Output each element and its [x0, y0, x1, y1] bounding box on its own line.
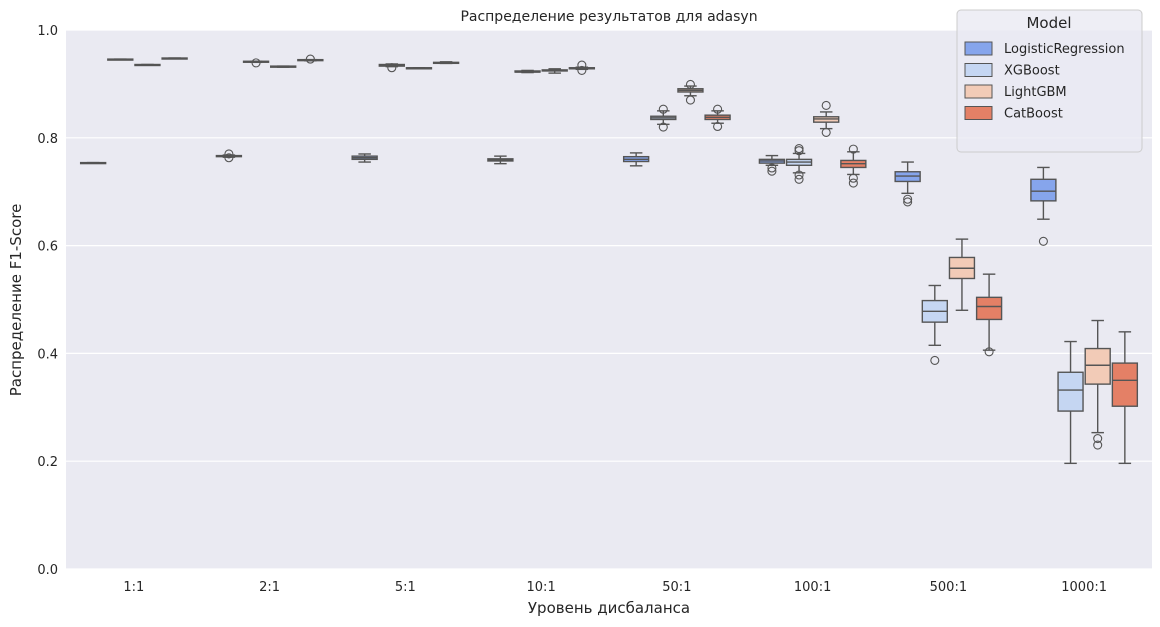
box-LogisticRegression-100:1	[758, 154, 786, 176]
box-LogisticRegression-2:1	[215, 149, 243, 163]
outlier-point	[984, 347, 994, 357]
box-LightGBM-2:1	[270, 65, 297, 68]
outlier-point	[713, 121, 723, 132]
box-LightGBM-1000:1	[1084, 319, 1111, 450]
outlier-point	[1038, 236, 1048, 246]
box-XGBoost-100:1	[785, 144, 813, 184]
y-tick-label: 0.8	[37, 132, 58, 147]
box-LightGBM-5:1	[405, 67, 433, 70]
outlier-point	[658, 122, 668, 132]
box-LightGBM-1:1	[134, 63, 161, 67]
outlier-point	[685, 79, 696, 89]
outlier-point	[387, 63, 397, 73]
outlier-point	[903, 197, 913, 207]
box-iqr	[1030, 178, 1057, 202]
x-tick-label: 1:1	[123, 580, 144, 595]
y-axis-label: Распределение F1-Score	[7, 204, 25, 397]
outlier-point	[903, 194, 913, 204]
box-CatBoost-5:1	[432, 61, 460, 65]
outlier-point	[658, 104, 668, 114]
x-tick-label: 100:1	[794, 580, 831, 595]
outlier-point	[794, 174, 804, 184]
outlier-point	[794, 170, 804, 180]
outlier-point	[1093, 434, 1103, 444]
outlier-point	[848, 144, 858, 154]
outlier-point	[767, 163, 777, 173]
box-XGBoost-500:1	[921, 284, 948, 365]
x-tick-label: 50:1	[662, 580, 691, 595]
box-iqr	[1084, 347, 1111, 385]
box-XGBoost-5:1	[378, 63, 405, 73]
outlier-point	[685, 95, 696, 105]
box-LogisticRegression-1:1	[79, 161, 107, 165]
box-LogisticRegression-1000:1	[1030, 166, 1057, 246]
y-tick-label: 0.0	[37, 563, 58, 578]
box-CatBoost-2:1	[297, 54, 324, 64]
outlier-point	[224, 149, 234, 159]
outlier-point	[305, 54, 315, 64]
outlier-point	[794, 146, 804, 156]
outlier-point	[713, 104, 723, 114]
legend-label-LightGBM: LightGBM	[1004, 85, 1067, 100]
box-CatBoost-500:1	[975, 273, 1003, 357]
outlier-point	[577, 65, 587, 75]
outlier-point	[251, 58, 261, 68]
outlier-point	[848, 173, 858, 183]
box-LightGBM-100:1	[813, 100, 840, 137]
legend-label-XGBoost: XGBoost	[1004, 64, 1060, 79]
outlier-point	[930, 355, 940, 365]
legend-frame	[956, 9, 1143, 153]
box-CatBoost-100:1	[840, 144, 867, 188]
y-tick-label: 0.6	[37, 240, 58, 255]
outlier-point	[577, 60, 587, 70]
box-CatBoost-1:1	[161, 57, 188, 60]
box-LightGBM-500:1	[948, 238, 976, 311]
x-axis-label: Уровень дисбаланса	[528, 599, 690, 617]
x-tick-label: 10:1	[527, 580, 556, 595]
legend-label-CatBoost: CatBoost	[1004, 107, 1063, 122]
y-tick-label: 0.2	[37, 455, 58, 470]
box-iqr	[975, 296, 1003, 321]
x-tick-label: 5:1	[395, 580, 416, 595]
outlier-point	[1093, 440, 1103, 450]
x-tick-label: 500:1	[930, 580, 967, 595]
legend-swatch-LightGBM	[964, 84, 993, 99]
y-tick-label: 0.4	[37, 347, 58, 362]
box-XGBoost-10:1	[514, 69, 541, 74]
box-iqr	[1111, 362, 1139, 407]
outlier-point	[767, 166, 777, 176]
box-CatBoost-10:1	[568, 60, 596, 75]
outlier-point	[821, 100, 831, 111]
box-LogisticRegression-50:1	[622, 152, 650, 167]
outlier-point	[848, 178, 858, 188]
legend: Model LogisticRegression XGBoost LightGBM C…	[956, 9, 1143, 153]
box-XGBoost-50:1	[650, 104, 677, 132]
box-iqr	[1057, 371, 1084, 412]
box-LogisticRegression-10:1	[487, 155, 514, 165]
x-tick-label: 2:1	[259, 580, 280, 595]
box-XGBoost-1000:1	[1057, 340, 1084, 465]
chart-title: Распределение результатов для adasyn	[460, 9, 757, 25]
box-CatBoost-1000:1	[1111, 331, 1139, 465]
y-tick-label: 1.0	[37, 24, 58, 39]
box-XGBoost-2:1	[242, 58, 270, 68]
legend-swatch-XGBoost	[964, 63, 993, 77]
outlier-point	[821, 127, 831, 137]
legend-title: Model	[1026, 14, 1071, 32]
legend-label-LogisticRegression: LogisticRegression	[1004, 42, 1125, 57]
outlier-point	[224, 153, 234, 163]
box-LightGBM-50:1	[677, 79, 704, 105]
box-LogisticRegression-5:1	[351, 153, 378, 163]
box-CatBoost-50:1	[704, 104, 731, 132]
box-LogisticRegression-500:1	[894, 161, 921, 207]
legend-swatch-CatBoost	[964, 106, 993, 120]
box-XGBoost-1:1	[107, 58, 134, 61]
x-tick-label: 1000:1	[1061, 580, 1107, 595]
box-LightGBM-10:1	[541, 68, 568, 74]
legend-swatch-LogisticRegression	[964, 41, 993, 56]
